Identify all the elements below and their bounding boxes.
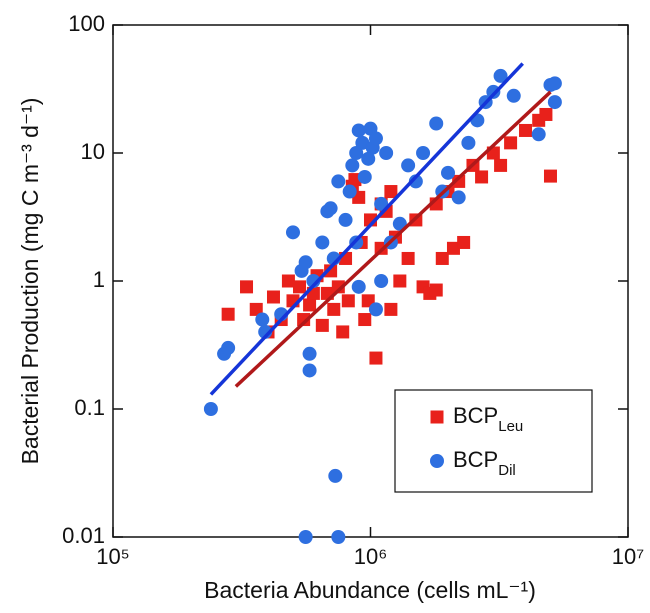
point — [351, 123, 366, 138]
y-axis-label: Bacterial Production (mg C m⁻³ d⁻¹) — [17, 98, 43, 465]
legend-box — [394, 389, 593, 493]
point — [475, 170, 489, 184]
point — [547, 95, 562, 110]
point — [392, 216, 407, 231]
y-tick-label: 10 — [81, 139, 105, 164]
point — [543, 169, 557, 183]
point — [408, 174, 423, 189]
point — [393, 274, 407, 288]
point — [384, 185, 398, 199]
point — [531, 127, 546, 142]
y-tick-label: 1 — [93, 267, 105, 292]
point — [429, 116, 444, 131]
point — [298, 530, 313, 544]
point — [255, 312, 270, 327]
point — [461, 135, 476, 150]
point — [416, 146, 431, 160]
point — [369, 351, 383, 365]
point — [493, 68, 508, 83]
point — [338, 212, 353, 227]
point — [302, 363, 317, 378]
point — [351, 279, 366, 294]
point — [285, 225, 300, 240]
point — [341, 294, 355, 308]
point — [429, 283, 443, 297]
point — [384, 302, 398, 316]
point — [349, 146, 364, 160]
x-tick-label: 10⁶ — [354, 544, 388, 569]
point — [504, 136, 518, 150]
y-tick-label: 100 — [68, 11, 105, 36]
point — [240, 280, 254, 294]
point — [324, 264, 338, 278]
point — [547, 76, 562, 91]
point — [281, 274, 295, 288]
point — [331, 530, 346, 544]
point — [336, 325, 350, 339]
point — [342, 184, 357, 199]
point — [302, 346, 317, 361]
point — [374, 196, 389, 211]
legend-subscript: Leu — [498, 418, 523, 435]
legend-label: BCP — [453, 403, 498, 428]
point — [494, 158, 508, 172]
legend-label: BCP — [453, 447, 498, 472]
x-tick-label: 10⁵ — [96, 544, 130, 569]
legend-marker — [430, 454, 444, 468]
y-tick-label: 0.1 — [74, 395, 105, 420]
point — [328, 468, 343, 483]
legend-marker — [430, 410, 444, 424]
point — [327, 302, 341, 316]
point — [297, 313, 311, 327]
point — [368, 302, 383, 317]
fit-line — [209, 62, 524, 396]
point — [221, 340, 236, 355]
point — [203, 402, 218, 416]
point — [401, 251, 415, 265]
point — [315, 318, 329, 332]
point — [452, 174, 466, 188]
point — [249, 302, 263, 316]
point — [519, 123, 533, 137]
y-tick-label: 0.01 — [62, 523, 105, 548]
point — [506, 88, 521, 103]
point — [331, 280, 345, 294]
point — [539, 107, 553, 121]
point — [293, 280, 307, 294]
point — [221, 307, 235, 321]
point — [435, 251, 449, 265]
point — [374, 274, 389, 288]
point — [401, 158, 416, 173]
x-tick-label: 10⁷ — [612, 544, 644, 569]
point — [357, 169, 372, 184]
point — [331, 174, 346, 189]
point — [451, 190, 466, 205]
point — [345, 158, 360, 173]
point — [446, 241, 460, 255]
point — [379, 146, 394, 160]
point — [441, 165, 456, 180]
point — [298, 255, 313, 270]
legend-subscript: Dil — [498, 462, 516, 479]
point — [457, 235, 471, 249]
point — [266, 290, 280, 304]
point — [315, 235, 330, 250]
x-axis-label: Bacteria Abundance (cells mL⁻¹) — [204, 577, 536, 603]
point — [323, 201, 338, 216]
point — [368, 131, 383, 146]
point — [303, 298, 317, 312]
point — [361, 151, 376, 166]
fit-line — [234, 90, 552, 388]
point — [358, 313, 372, 327]
